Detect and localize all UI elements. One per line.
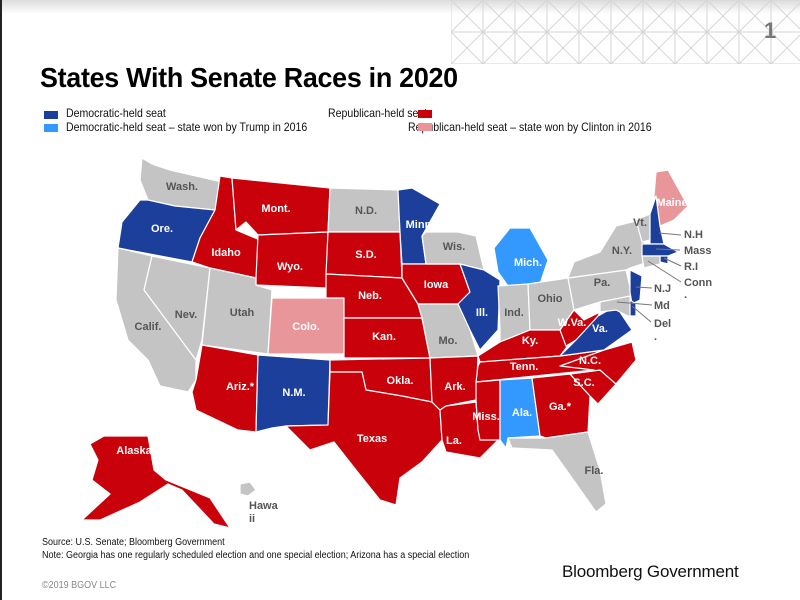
state-label-wash: Wash. <box>166 181 198 193</box>
state-label-pa: Pa. <box>594 277 611 289</box>
state-label-tenn: Tenn. <box>510 361 539 373</box>
legend-label-dem-trump: Democratic-held seat – state won by Trum… <box>66 120 308 134</box>
callout-label-ri: R.I <box>684 261 698 273</box>
state-label-ala: Ala. <box>512 407 532 419</box>
state-nev <box>143 255 211 361</box>
brand-logo-text: Bloomberg Government <box>562 562 739 581</box>
callout-label-del: Del <box>654 318 671 330</box>
state-label-nev: Nev. <box>175 309 197 321</box>
callout-line-ri <box>663 257 682 267</box>
state-label-minn: Minn. <box>406 219 435 231</box>
callout-line-del <box>631 305 652 323</box>
state-nc <box>559 341 637 385</box>
state-label-la: La. <box>446 435 462 447</box>
state-label-wva: W.Va. <box>558 317 587 329</box>
decorative-grid-pattern <box>451 0 800 64</box>
state-label-nd: N.D. <box>355 205 377 217</box>
state-mich <box>493 227 549 287</box>
state-label-mo: Mo. <box>439 335 458 347</box>
state-label-sd: S.D. <box>355 249 376 261</box>
hawaii-label-line2: ii <box>249 513 255 525</box>
state-label-ore: Ore. <box>151 223 173 235</box>
state-fla <box>507 431 607 513</box>
state-label-okla: Okla. <box>387 375 414 387</box>
state-hawaii <box>239 481 257 497</box>
state-label-ky: Ky. <box>522 335 538 347</box>
state-label-kan: Kan. <box>372 331 396 343</box>
state-label-vt: Vt. <box>633 217 647 229</box>
callout-label-del-dot: . <box>654 331 657 343</box>
state-label-ga: Ga.* <box>549 401 572 413</box>
callout-line-nh <box>658 232 682 236</box>
state-label-alaska: Alaska <box>116 445 152 457</box>
state-label-colo: Colo. <box>292 321 320 333</box>
state-wyo <box>255 231 329 289</box>
state-label-nm: N.M. <box>282 387 305 399</box>
state-miss <box>475 379 501 441</box>
copyright: ©2019 BGOV LLC <box>42 580 117 591</box>
state-label-ariz: Ariz.* <box>226 381 255 393</box>
callout-label-mass: Mass <box>684 245 712 257</box>
state-label-wyo: Wyo. <box>277 261 303 273</box>
legend-label-rep: Republican-held seat <box>328 106 428 120</box>
state-label-ny: N.Y. <box>612 245 632 257</box>
state-label-mich: Mich. <box>514 257 542 269</box>
legend-swatch-rep-clinton <box>418 123 432 131</box>
state-maine <box>653 169 689 227</box>
state-nh <box>649 195 665 245</box>
hawaii-label-line1: Hawa <box>249 500 279 512</box>
state-label-sc: S.C. <box>573 377 594 389</box>
callout-line-mass <box>655 248 681 251</box>
legend-swatch-dem <box>44 111 58 119</box>
legend-swatch-dem-trump <box>44 124 58 132</box>
callout-label-conn: Conn <box>684 277 712 289</box>
legend-label-rep-clinton: Republican-held seat – state won by Clin… <box>408 120 652 134</box>
source-note: Source: U.S. Senate; Bloomberg Governmen… <box>42 537 225 548</box>
callout-line-conn <box>647 260 682 283</box>
state-label-fla: Fla. <box>585 465 604 477</box>
state-label-miss: Miss. <box>472 411 500 423</box>
state-label-ill: Ill. <box>476 307 488 319</box>
slide-left-border <box>0 0 2 600</box>
state-label-texas: Texas <box>357 433 387 445</box>
callout-label-nh: N.H <box>684 229 703 241</box>
callout-label-md: Md <box>654 300 670 312</box>
state-label-mont: Mont. <box>261 203 290 215</box>
state-label-nc: N.C. <box>579 355 601 367</box>
state-md <box>599 295 633 319</box>
state-label-calif: Calif. <box>135 321 162 333</box>
state-label-iowa: Iowa <box>424 279 449 291</box>
page-number: 1 <box>764 18 777 43</box>
legend-swatch-rep <box>418 110 432 118</box>
state-alaska <box>81 435 231 529</box>
state-ri <box>659 255 669 265</box>
callout-line-nj <box>635 286 653 289</box>
state-label-ind: Ind. <box>504 307 524 319</box>
footnote: Note: Georgia has one regularly schedule… <box>42 550 470 561</box>
state-label-va: Va. <box>592 323 608 335</box>
state-mass <box>641 243 679 257</box>
state-label-wis: Wis. <box>443 241 466 253</box>
state-conn <box>641 255 661 269</box>
state-label-neb: Neb. <box>358 290 382 302</box>
state-label-ark: Ark. <box>444 381 465 393</box>
state-label-idaho: Idaho <box>211 247 241 259</box>
page-title: States With Senate Races in 2020 <box>40 62 458 93</box>
state-texas <box>285 371 443 506</box>
state-label-ohio: Ohio <box>537 293 562 305</box>
state-label-utah: Utah <box>230 307 255 319</box>
state-label-maine: Maine <box>656 197 687 209</box>
state-ill <box>457 263 501 351</box>
callout-label-conn-dot: . <box>684 289 687 301</box>
legend-label-dem: Democratic-held seat <box>66 106 166 120</box>
callout-line-md <box>616 301 653 306</box>
callout-label-nj: N.J <box>654 283 671 295</box>
state-wva <box>559 309 601 347</box>
